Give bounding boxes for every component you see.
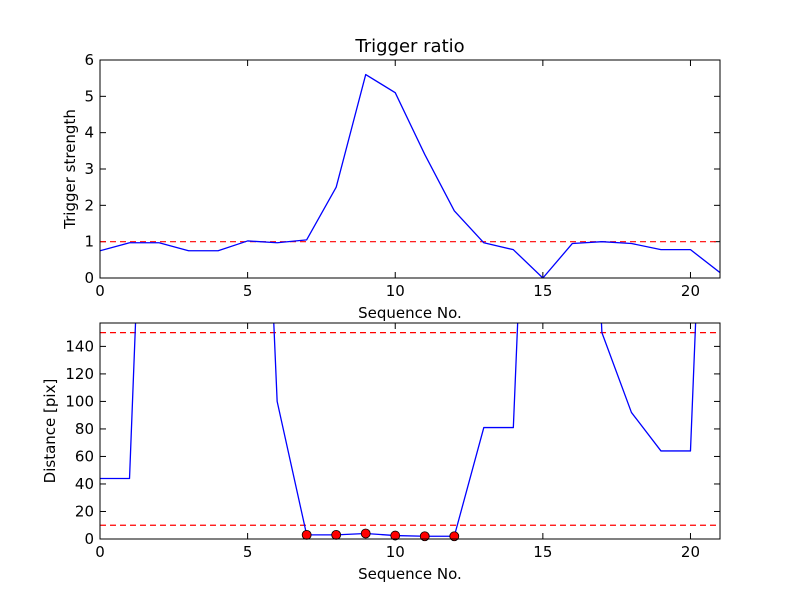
bottom-ticks: 0 5 10 15 20 0 20 40 60 80 100 120 140 xyxy=(65,323,720,561)
top-y-axis-label: Trigger strength xyxy=(61,109,79,230)
top-y-tick-label: 6 xyxy=(84,51,94,69)
bottom-x-tick-label: 15 xyxy=(533,543,552,561)
bottom-x-tick-label: 0 xyxy=(95,543,105,561)
bottom-data-marker xyxy=(419,531,430,542)
bottom-x-tick-label: 10 xyxy=(386,543,405,561)
top-y-tick-label: 5 xyxy=(84,87,94,105)
bottom-y-tick-label: 40 xyxy=(75,475,94,493)
top-chart-title: Trigger ratio xyxy=(354,36,464,57)
bottom-marker-group xyxy=(301,528,460,542)
top-y-tick-label: 0 xyxy=(84,269,94,287)
bottom-y-tick-label: 80 xyxy=(75,420,94,438)
top-y-tick-label: 3 xyxy=(84,160,94,178)
bottom-y-tick-label: 120 xyxy=(65,365,94,383)
bottom-data-marker xyxy=(360,528,371,539)
bottom-plot-frame xyxy=(99,322,721,540)
bottom-data-marker xyxy=(331,529,342,540)
top-x-tick-label: 15 xyxy=(533,282,552,300)
top-x-tick-label: 20 xyxy=(681,282,700,300)
top-y-tick-label: 1 xyxy=(84,233,94,251)
bottom-y-tick-label: 100 xyxy=(65,392,94,410)
bottom-y-tick-label: 20 xyxy=(75,502,94,520)
bottom-data-marker xyxy=(390,530,401,541)
bottom-y-tick-label: 0 xyxy=(84,530,94,548)
top-x-axis-label: Sequence No. xyxy=(358,304,462,322)
top-series-line xyxy=(100,73,720,278)
top-x-tick-label: 10 xyxy=(386,282,405,300)
bottom-threshold-lines xyxy=(100,332,720,526)
bottom-x-axis-label: Sequence No. xyxy=(358,565,462,583)
top-x-tick-label: 5 xyxy=(243,282,253,300)
top-x-tick-label: 0 xyxy=(95,282,105,300)
bottom-x-tick-label: 5 xyxy=(243,543,253,561)
top-panel: Trigger ratio Sequence No. Trigger stren… xyxy=(61,36,721,322)
bottom-x-tick-label: 20 xyxy=(681,543,700,561)
top-ticks: 0 5 10 15 20 0 1 2 3 4 5 6 xyxy=(84,51,720,300)
bottom-series-group xyxy=(100,323,697,537)
bottom-series-line xyxy=(100,323,697,537)
bottom-y-tick-label: 60 xyxy=(75,447,94,465)
top-y-tick-label: 4 xyxy=(84,124,94,142)
bottom-y-tick-label: 140 xyxy=(65,337,94,355)
top-y-tick-label: 2 xyxy=(84,196,94,214)
bottom-panel: Sequence No. Distance [pix] 0 5 10 15 20 0 20 4… xyxy=(41,322,721,583)
bottom-y-axis-label: Distance [pix] xyxy=(41,379,59,484)
top-series-group xyxy=(100,73,720,278)
bottom-data-marker xyxy=(301,529,312,540)
bottom-data-marker xyxy=(449,531,460,542)
top-plot-frame xyxy=(99,59,721,279)
